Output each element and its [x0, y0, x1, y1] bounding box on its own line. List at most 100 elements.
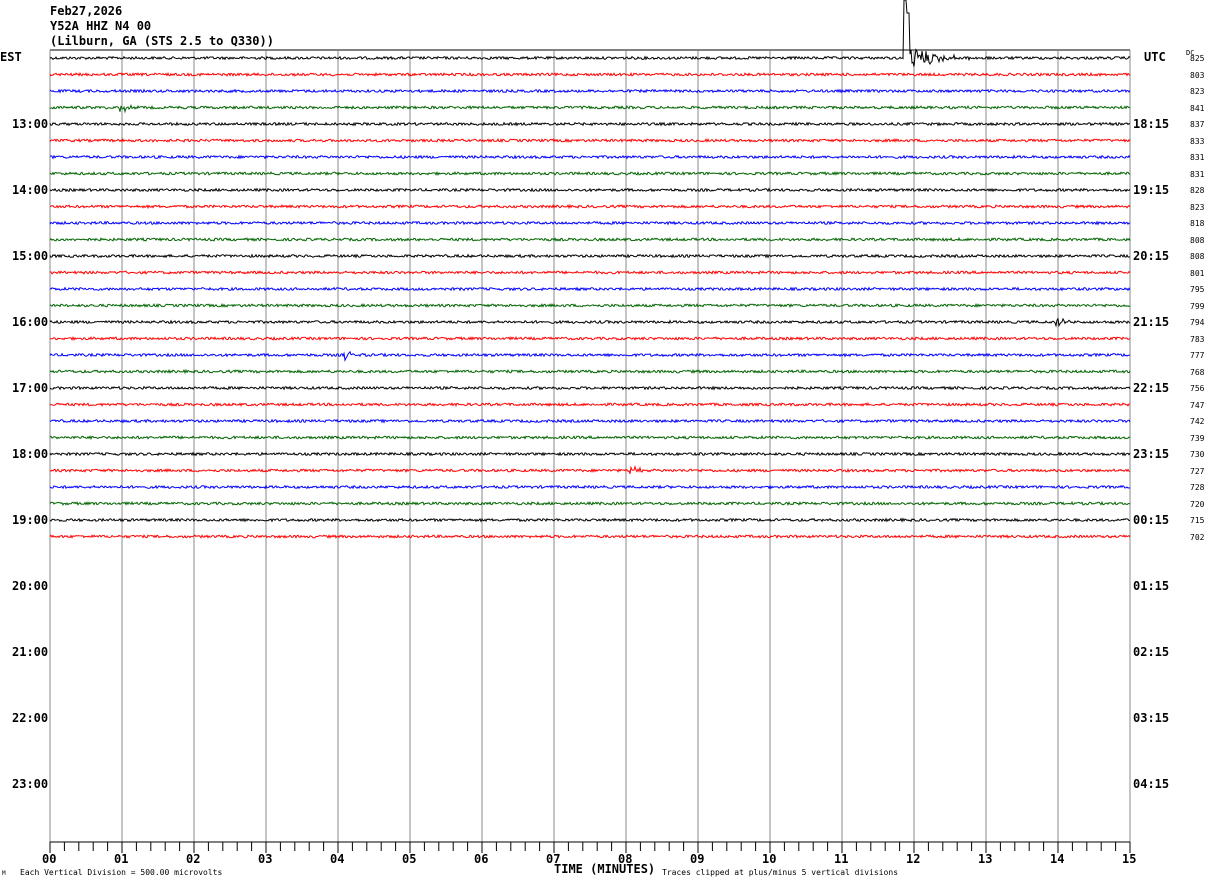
- seismic-trace: [49, 517, 1131, 523]
- dc-value: 702: [1190, 532, 1205, 542]
- dc-value: 783: [1190, 334, 1205, 344]
- dc-value: 799: [1190, 301, 1205, 311]
- location-label: (Lilburn, GA (STS 2.5 to Q330)): [50, 34, 274, 48]
- dc-value: 803: [1190, 70, 1205, 80]
- seismic-trace: [49, 533, 1131, 540]
- corner-mark: M: [2, 870, 6, 877]
- x-tick-label: 01: [114, 852, 129, 866]
- seismic-trace: [49, 402, 1131, 408]
- utc-zone-label: UTC: [1144, 50, 1166, 64]
- seismic-trace: [49, 435, 1131, 440]
- seismic-trace: [49, 121, 1131, 127]
- dc-value: 768: [1190, 367, 1205, 377]
- seismic-trace: [49, 385, 1131, 391]
- dc-value: 831: [1190, 169, 1205, 179]
- x-tick-label: 07: [546, 852, 561, 866]
- est-hour-label: 20:00: [12, 579, 49, 593]
- utc-hour-label: 20:15: [1133, 249, 1170, 263]
- utc-hour-label: 04:15: [1133, 777, 1170, 791]
- dc-value: 728: [1190, 483, 1205, 492]
- est-hour-label: 19:00: [12, 513, 49, 527]
- clip-note: Traces clipped at plus/minus 5 vertical …: [662, 868, 899, 877]
- date-label: Feb27,2026: [50, 4, 123, 18]
- dc-value: 777: [1190, 351, 1205, 360]
- seismic-trace: [49, 138, 1131, 143]
- seismic-trace: [49, 368, 1131, 375]
- est-hour-label: 22:00: [12, 711, 49, 725]
- est-hour-label: 13:00: [12, 117, 49, 131]
- utc-hour-label: 00:15: [1133, 513, 1170, 527]
- dc-value: 742: [1190, 417, 1205, 426]
- dc-label: DC: [1186, 49, 1195, 57]
- seismic-trace: [49, 0, 1131, 67]
- est-hour-label: 21:00: [12, 645, 49, 659]
- dc-value: 747: [1190, 400, 1205, 410]
- seismic-trace: [49, 270, 1131, 275]
- dc-value: 818: [1190, 219, 1205, 228]
- seismic-trace: [49, 286, 1131, 292]
- utc-hour-label: 18:15: [1133, 117, 1170, 131]
- seismic-trace: [49, 500, 1131, 506]
- x-tick-label: 11: [834, 852, 849, 866]
- seismic-trace: [49, 88, 1131, 94]
- seismic-trace: [49, 464, 1131, 474]
- seismic-trace: [49, 154, 1131, 160]
- dc-value: 727: [1190, 466, 1205, 476]
- seismic-trace: [49, 335, 1131, 341]
- dc-value: 739: [1190, 433, 1205, 443]
- x-tick-label: 12: [906, 852, 921, 866]
- seismic-trace: [49, 484, 1131, 490]
- dc-value: 794: [1190, 318, 1205, 327]
- dc-value: 730: [1190, 450, 1205, 459]
- est-hour-label: 15:00: [12, 249, 49, 263]
- utc-hour-label: 01:15: [1133, 579, 1170, 593]
- dc-value: 715: [1190, 516, 1205, 525]
- dc-value: 801: [1190, 268, 1205, 278]
- x-tick-label: 10: [762, 852, 777, 866]
- dc-value: 828: [1190, 186, 1205, 195]
- seismic-trace: [49, 303, 1131, 309]
- utc-hour-label: 03:15: [1133, 711, 1170, 725]
- seismic-trace: [49, 203, 1131, 210]
- x-tick-label: 00: [42, 852, 57, 866]
- x-tick-label: 06: [474, 852, 489, 866]
- dc-value: 823: [1190, 202, 1205, 212]
- dc-value: 808: [1190, 252, 1205, 261]
- seismic-trace: [49, 170, 1131, 177]
- x-tick-label: 14: [1050, 852, 1065, 866]
- dc-value: 825: [1190, 54, 1205, 63]
- dc-value: 831: [1190, 153, 1205, 162]
- x-tick-label: 02: [186, 852, 201, 866]
- channel-label: Y52A HHZ N4 00: [50, 19, 152, 33]
- x-tick-label: 04: [330, 852, 345, 866]
- dc-value: 833: [1190, 136, 1205, 146]
- utc-hour-label: 19:15: [1133, 183, 1170, 197]
- est-hour-label: 17:00: [12, 381, 49, 395]
- dc-value: 837: [1190, 120, 1205, 129]
- seismic-trace: [49, 317, 1131, 328]
- seismic-trace: [49, 350, 1131, 363]
- seismic-trace: [49, 71, 1131, 77]
- seismic-trace: [49, 253, 1131, 259]
- dc-value: 756: [1190, 384, 1205, 393]
- seismic-trace: [49, 103, 1131, 114]
- est-hour-label: 23:00: [12, 777, 49, 791]
- x-tick-label: 15: [1122, 852, 1137, 866]
- utc-hour-label: 23:15: [1133, 447, 1170, 461]
- seismic-trace: [49, 451, 1131, 457]
- utc-hour-label: 22:15: [1133, 381, 1170, 395]
- dc-value: 795: [1190, 285, 1205, 294]
- x-axis-title: TIME (MINUTES): [554, 862, 656, 876]
- seismic-trace: [49, 187, 1131, 193]
- dc-value: 841: [1190, 103, 1205, 113]
- seismic-trace: [49, 220, 1131, 226]
- est-hour-label: 14:00: [12, 183, 49, 197]
- dc-value: 720: [1190, 499, 1205, 509]
- dc-value: 823: [1190, 87, 1205, 96]
- x-tick-label: 08: [618, 852, 633, 866]
- seismic-trace: [49, 418, 1131, 424]
- dc-value: 808: [1190, 235, 1205, 245]
- scale-note: Each Vertical Division = 500.00 microvol…: [20, 868, 223, 877]
- est-zone-label: EST: [0, 50, 22, 64]
